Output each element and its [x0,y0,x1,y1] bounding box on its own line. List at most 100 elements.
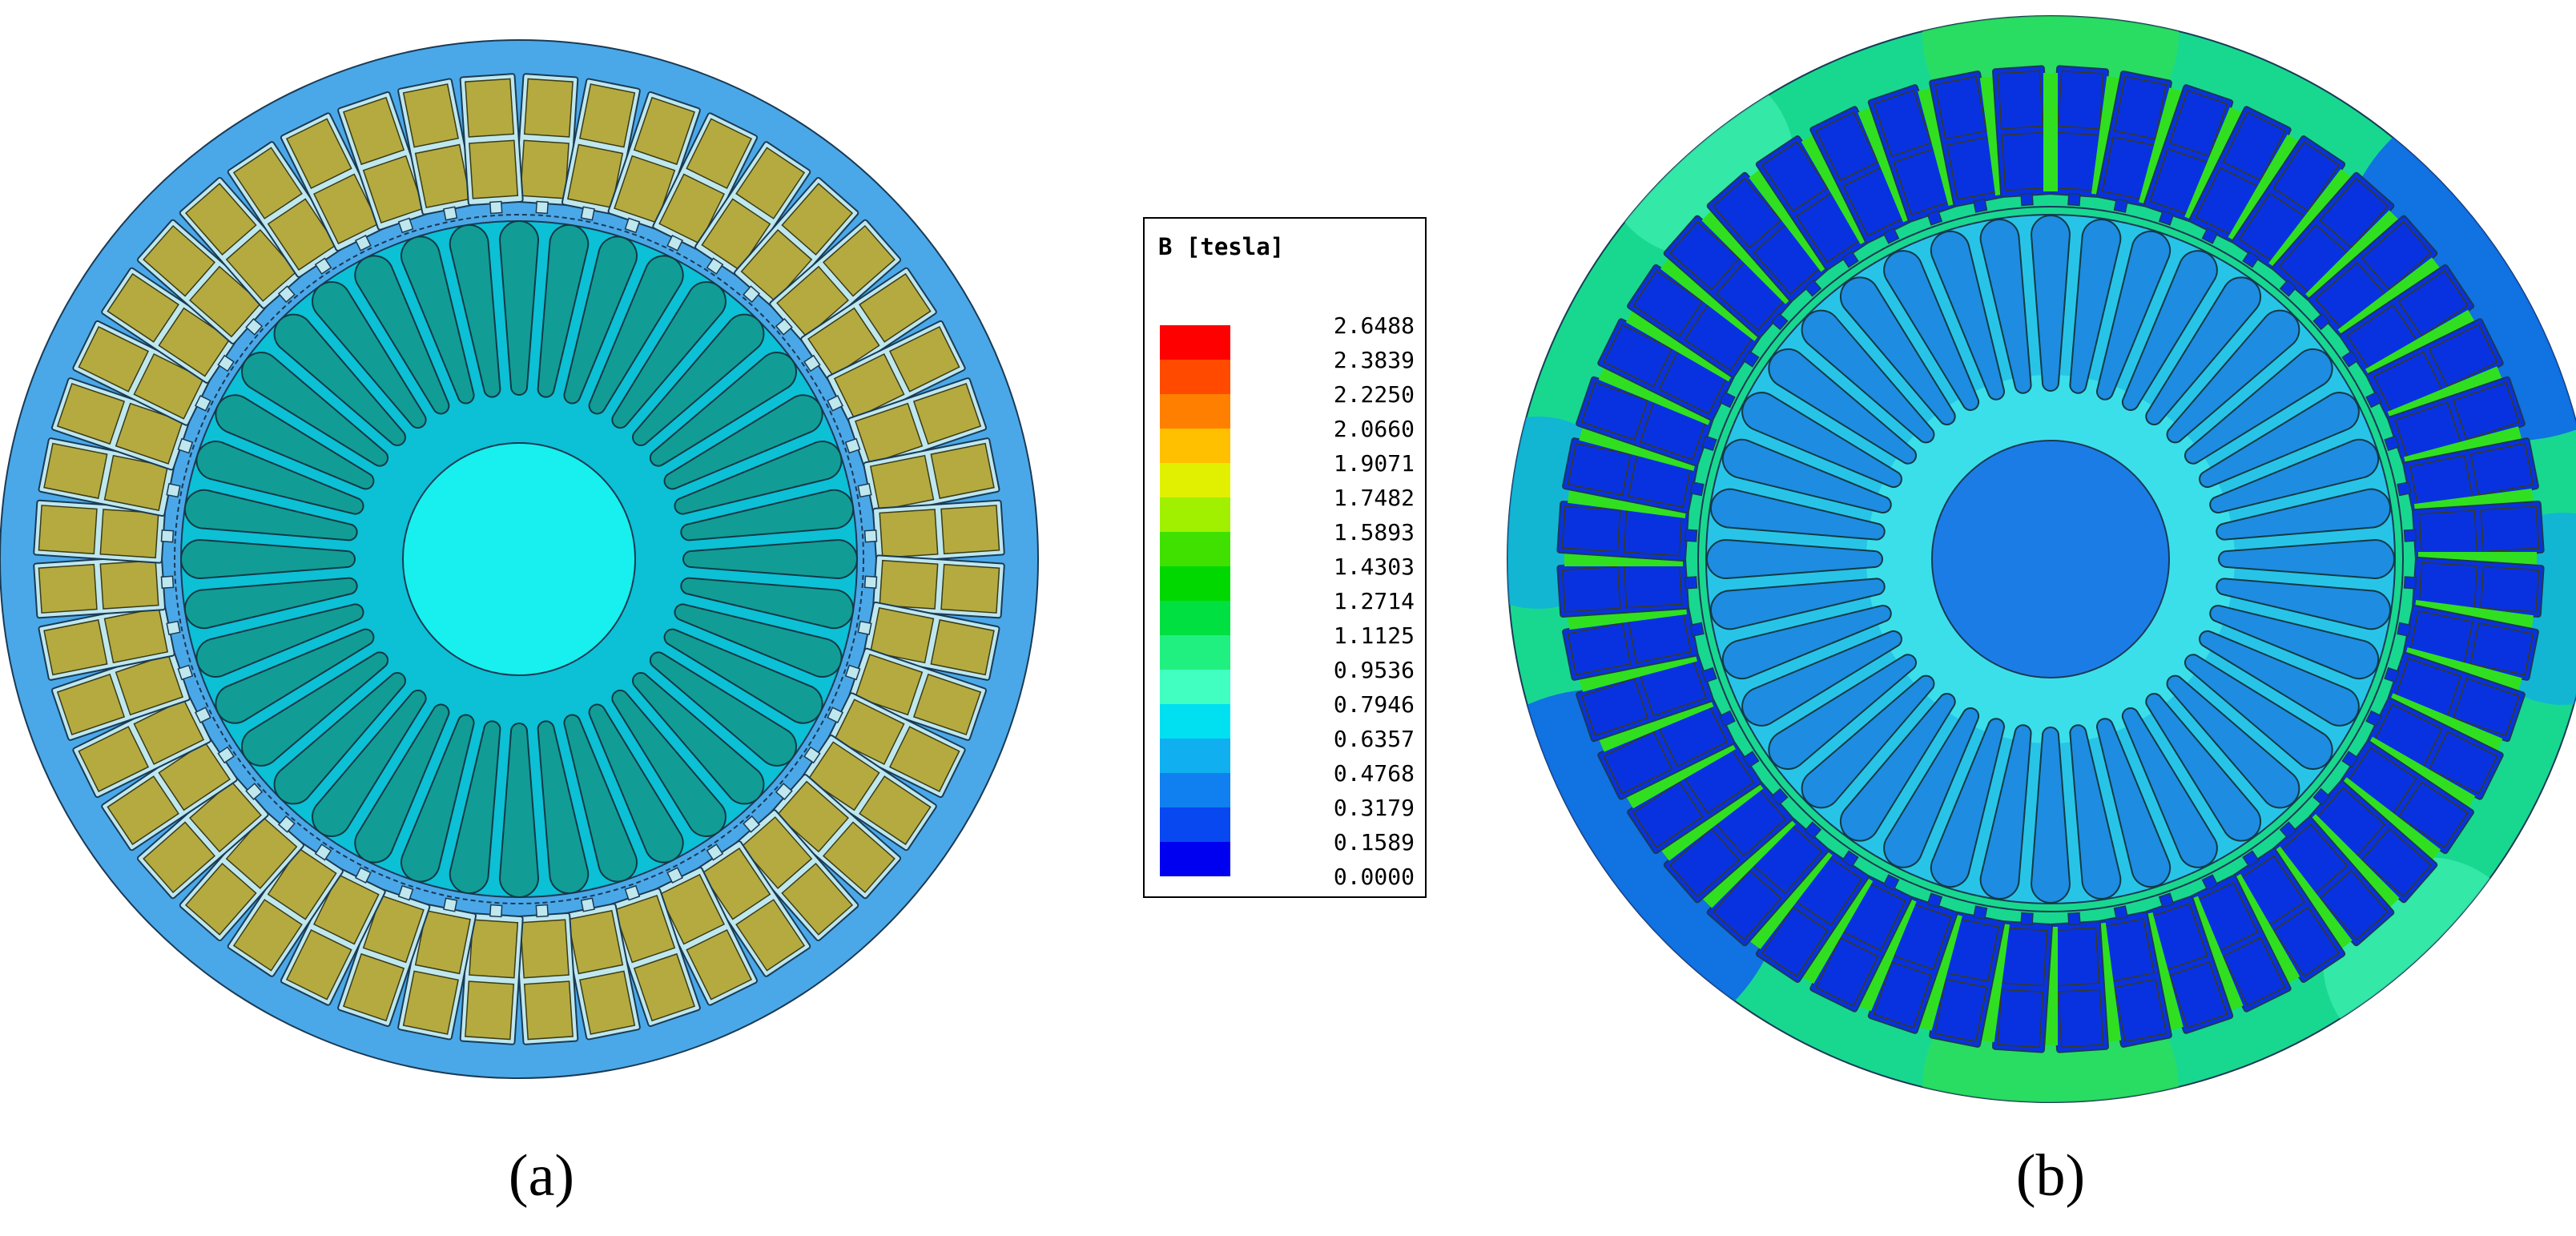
slot-opening [743,285,761,304]
stator-slot [337,91,431,234]
legend-value: 1.7482 [1334,485,1415,511]
rotor-bar-shape [649,651,797,767]
stator-slot [227,141,344,278]
stator-slot [2095,70,2172,213]
coil-lower [189,780,262,853]
rotor-bar [241,651,389,767]
rotor-bar-shape [2096,718,2171,888]
rotor-bar [2199,392,2360,489]
coil-lower [189,265,262,338]
slot-opening [1804,821,1822,839]
rotor-bar-shape [563,714,638,883]
rotor-bar-shape [2121,707,2218,868]
coil-upper [184,183,257,256]
tooth-highlight [2268,168,2353,272]
coil-upper [2319,177,2389,249]
coil-upper [686,118,753,190]
coil-lower [2418,509,2478,557]
legend-swatch [1160,601,1230,635]
slot-opening [1719,710,1736,727]
legend-value: 2.0660 [1334,416,1415,442]
rotor-bar-shape [195,441,364,515]
slot-opening [355,867,372,884]
slot-opening [2365,391,2382,409]
rotor-bar [632,672,765,805]
stator-slot [1755,135,1870,271]
coil-upper [2169,90,2228,157]
rotor-bar [498,723,540,898]
stator-slot [734,176,859,309]
rotor-bar-shape [183,489,358,542]
rotor-bar [2209,605,2380,680]
rotor-bar [2166,309,2300,444]
coil-upper [579,970,636,1035]
coil-upper [2469,622,2534,676]
stator-slot [280,112,386,252]
slot-opening [1926,892,1943,908]
stator-tooth-field [2404,647,2522,692]
rotor-bar-shape [1710,488,1886,541]
legend-value: 1.4303 [1334,554,1415,580]
rotor-bar-shape [354,255,450,415]
stator-slot [2232,135,2346,271]
coil-lower [740,816,813,889]
rotor-bar-shape [1839,276,1956,425]
slot-opening [863,575,878,590]
coil-upper [2319,869,2389,941]
slot-opening [580,206,595,221]
coil-lower [776,265,849,338]
coil-lower [225,816,298,889]
stator-tooth-field [2043,73,2058,191]
coil-lower [414,909,471,975]
coil-upper [2480,505,2540,553]
slot-opening [1701,435,1717,452]
rotor-bar [2096,718,2171,888]
coil-upper [2057,988,2104,1049]
tooth-highlight [2365,736,2476,809]
coil-upper [1761,141,1829,212]
rotor-bar [273,313,406,446]
rotor-bar [1883,250,1980,411]
coil-lower [99,559,159,610]
tooth-highlight [1625,309,1736,382]
coil-upper [402,970,459,1035]
slot-opening [803,746,821,764]
rotor-bar [537,720,590,895]
slot-opening [355,234,372,252]
rotor-bar [180,538,356,580]
coil-upper [735,147,806,219]
rotor-bar [215,394,375,490]
coil-upper [402,83,459,148]
slot-opening [443,897,458,912]
legend-value: 1.5893 [1334,519,1415,546]
legend-color-scale [1160,325,1230,876]
rotor-bar-shape [312,281,427,429]
rotor-bar-shape [611,689,727,837]
rotor-bar-shape [215,394,375,490]
rotor-bar [1710,578,1886,630]
slot-opening [277,815,296,833]
coil-upper [2453,381,2520,441]
stator-slot [2188,106,2292,244]
tooth-highlight [1749,846,1833,950]
tooth-highlight [2404,647,2522,692]
rotor-bar-shape [2069,724,2122,900]
stator-slots-b [1556,65,2545,1053]
coil-upper [1997,70,2044,130]
rotor-bar-shape [400,236,475,405]
coil-upper [822,224,896,297]
rotor-bar [1706,538,1883,580]
coil-upper [822,821,896,894]
coil-upper [2057,70,2104,130]
rotor-bar [400,236,475,405]
rotor-bar-shape [2184,348,2333,465]
rotor-bar [663,394,823,490]
rotor-bar [2199,630,2360,727]
rotor-bar-shape [632,672,765,805]
legend-value: 0.4768 [1334,760,1415,787]
slot-opening [666,867,683,884]
coil-upper [56,673,126,736]
rotor-bar-shape [2199,630,2360,727]
coil-lower [1623,509,1683,557]
slot-opening [2067,912,2081,926]
